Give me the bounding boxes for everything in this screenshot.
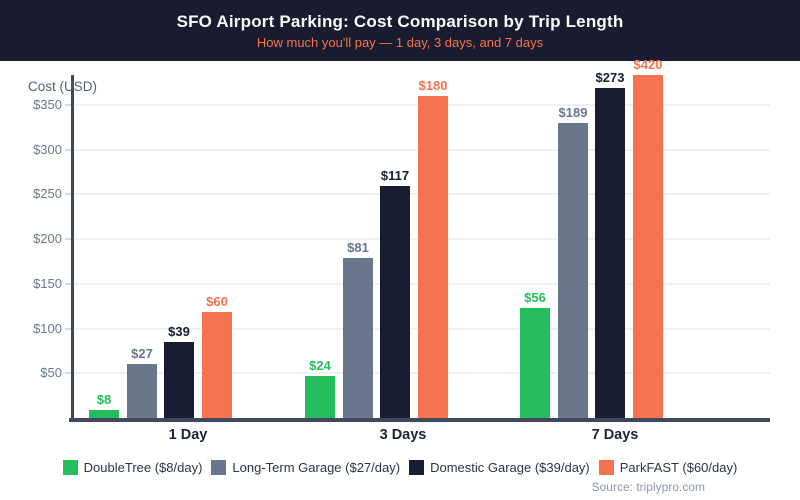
bar [558, 123, 588, 418]
bar [520, 308, 550, 418]
y-tick-label: $50 [40, 365, 62, 381]
legend-label: Long-Term Garage ($27/day) [232, 459, 401, 475]
y-tick-mark [65, 327, 73, 330]
y-axis-title: Cost (USD) [28, 79, 98, 94]
y-tick-mark [65, 104, 73, 106]
legend-label: DoubleTree ($8/day) [83, 459, 203, 475]
bar [380, 186, 410, 418]
x-category-label: 7 Days [591, 427, 639, 443]
legend-label: Domestic Garage ($39/day) [430, 459, 590, 475]
bar [202, 312, 232, 418]
y-tick-label: $250 [33, 186, 62, 202]
x-axis-line [69, 418, 770, 422]
legend: DoubleTree ($8/day) Long-Term Garage ($27… [0, 456, 800, 478]
bar-value-label: $27 [131, 346, 153, 361]
y-tick-mark [65, 193, 73, 196]
bar-value-label: $8 [96, 392, 112, 407]
bar [305, 376, 335, 418]
legend-item: Long-Term Garage ($27/day) [211, 459, 401, 475]
bar-value-label: $273 [595, 70, 625, 85]
y-tick-mark [65, 148, 73, 151]
y-axis-line [71, 75, 74, 419]
y-tick-label: $150 [33, 275, 62, 291]
bar [418, 96, 448, 418]
chart-title: SFO Airport Parking: Cost Comparison by … [176, 11, 624, 31]
x-category-label: 3 Days [379, 427, 427, 443]
y-tick-label: $100 [33, 320, 62, 336]
bar [343, 258, 373, 418]
chart-header: SFO Airport Parking: Cost Comparison by … [0, 0, 800, 61]
legend-item: ParkFAST ($60/day) [598, 459, 738, 475]
bar-value-label: $117 [380, 168, 410, 183]
bar-value-label: $60 [206, 294, 228, 309]
bar-value-label: $24 [309, 358, 331, 373]
bar-value-label: $189 [558, 105, 588, 120]
legend-swatch [598, 459, 614, 475]
bar-value-label: $420 [633, 57, 663, 72]
plot-area: Cost (USD) $8 $24 $56 $27 $81 $189 $39 $117 $273… [28, 57, 770, 443]
bar-value-label: $56 [524, 290, 546, 305]
legend-item: DoubleTree ($8/day) [62, 459, 203, 475]
y-tick-label: $300 [33, 141, 62, 157]
bar [633, 75, 663, 418]
bar [89, 410, 119, 418]
y-tick-label: $350 [33, 97, 62, 112]
y-tick-mark [65, 282, 73, 285]
bar-value-label: $39 [168, 324, 190, 339]
x-category-label: 1 Day [168, 427, 208, 443]
legend-swatch [409, 459, 425, 475]
y-tick-label: $200 [33, 231, 62, 247]
legend-label: ParkFAST ($60/day) [619, 459, 738, 475]
bar-value-label: $180 [418, 78, 448, 93]
legend-swatch [62, 459, 78, 475]
y-tick-mark [65, 238, 73, 241]
y-tick-mark [65, 372, 73, 375]
chart-subtitle: How much you'll pay — 1 day, 3 days, and… [256, 34, 544, 50]
bar [127, 364, 157, 418]
bar [595, 88, 625, 418]
bar [164, 342, 194, 418]
legend-item: Domestic Garage ($39/day) [409, 459, 590, 475]
bar-value-label: $81 [347, 240, 369, 255]
source-credit: Source: triplypro.com [591, 480, 705, 494]
legend-swatch [211, 459, 227, 475]
